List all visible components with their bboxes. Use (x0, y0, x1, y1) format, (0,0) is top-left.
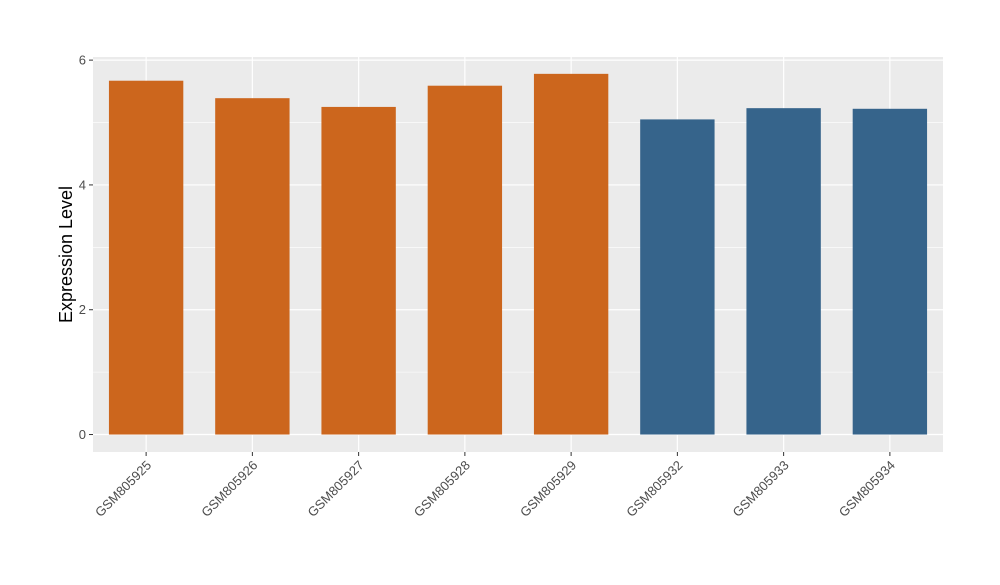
bar-GSM805933 (746, 108, 821, 435)
bar-GSM805932 (640, 119, 715, 435)
x-tick-label: GSM805933 (730, 458, 792, 520)
bar-GSM805928 (427, 85, 503, 435)
bar-GSM805934 (852, 108, 928, 435)
bar-GSM805926 (215, 98, 290, 435)
x-tick-label: GSM805926 (198, 458, 260, 520)
y-tick-label: 4 (79, 177, 86, 192)
x-tick-label: GSM805928 (411, 458, 473, 520)
x-tick-label: GSM805927 (305, 458, 367, 520)
bar-GSM805927 (321, 106, 396, 435)
x-tick-label: GSM805932 (623, 458, 685, 520)
y-tick-label: 6 (79, 53, 86, 68)
bars (108, 73, 928, 435)
x-tick-label: GSM805929 (517, 458, 579, 520)
y-axis: 0 2 4 6 (79, 53, 93, 442)
x-tick-label: GSM805934 (836, 458, 898, 520)
y-tick-label: 0 (79, 427, 86, 442)
y-axis-label: Expression Level (56, 186, 76, 323)
bar-GSM805925 (108, 80, 184, 435)
x-axis: GSM805925 GSM805926 GSM805927 GSM805928 GSM8… (92, 452, 898, 520)
y-tick-label: 2 (79, 302, 86, 317)
x-tick-label: GSM805925 (92, 458, 154, 520)
bar-GSM805929 (533, 73, 609, 435)
